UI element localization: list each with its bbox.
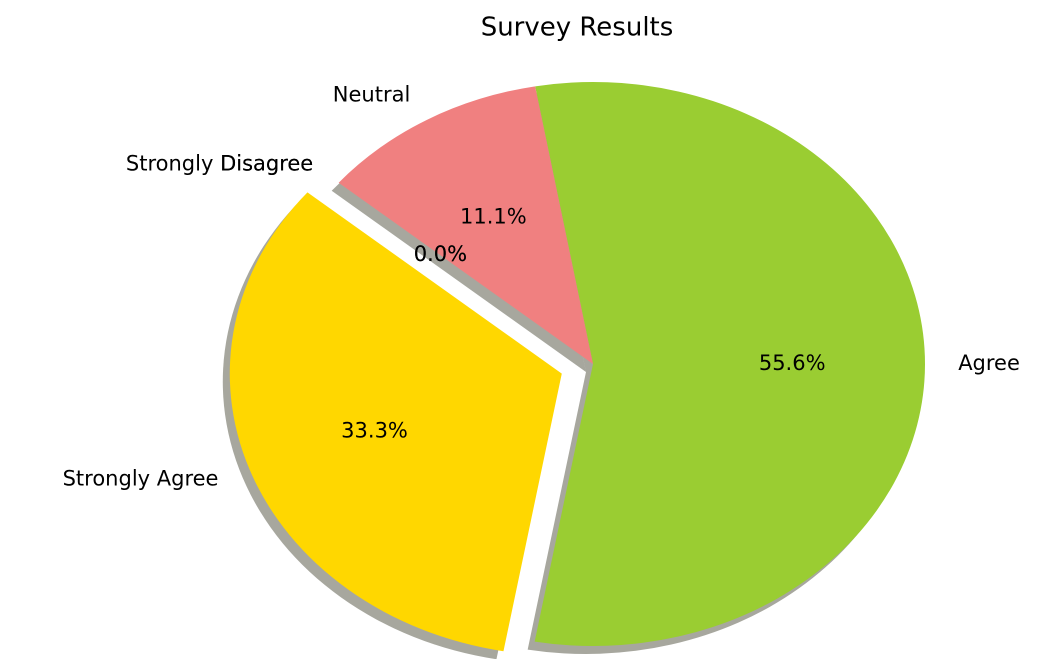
wedge-label: Disagree (220, 152, 313, 176)
wedge (534, 81, 925, 646)
pct-label: 33.3% (341, 418, 408, 442)
chart-title: Survey Results (481, 13, 674, 43)
wedge (338, 86, 593, 364)
wedge-shadow (331, 190, 586, 372)
wedge (338, 182, 593, 364)
wedge-label: Strongly Agree (63, 466, 219, 490)
pct-label: 55.6% (759, 351, 826, 375)
pct-label: 11.1% (460, 204, 527, 228)
wedge-shadow (331, 190, 586, 372)
pct-label: 0.0% (414, 242, 467, 266)
wedge (229, 192, 562, 652)
wedge-label: Neutral (333, 82, 411, 106)
wedge-label: Strongly Disagree (126, 152, 313, 176)
pct-label: 0.0% (414, 242, 467, 266)
wedge-label: Agree (958, 351, 1020, 375)
